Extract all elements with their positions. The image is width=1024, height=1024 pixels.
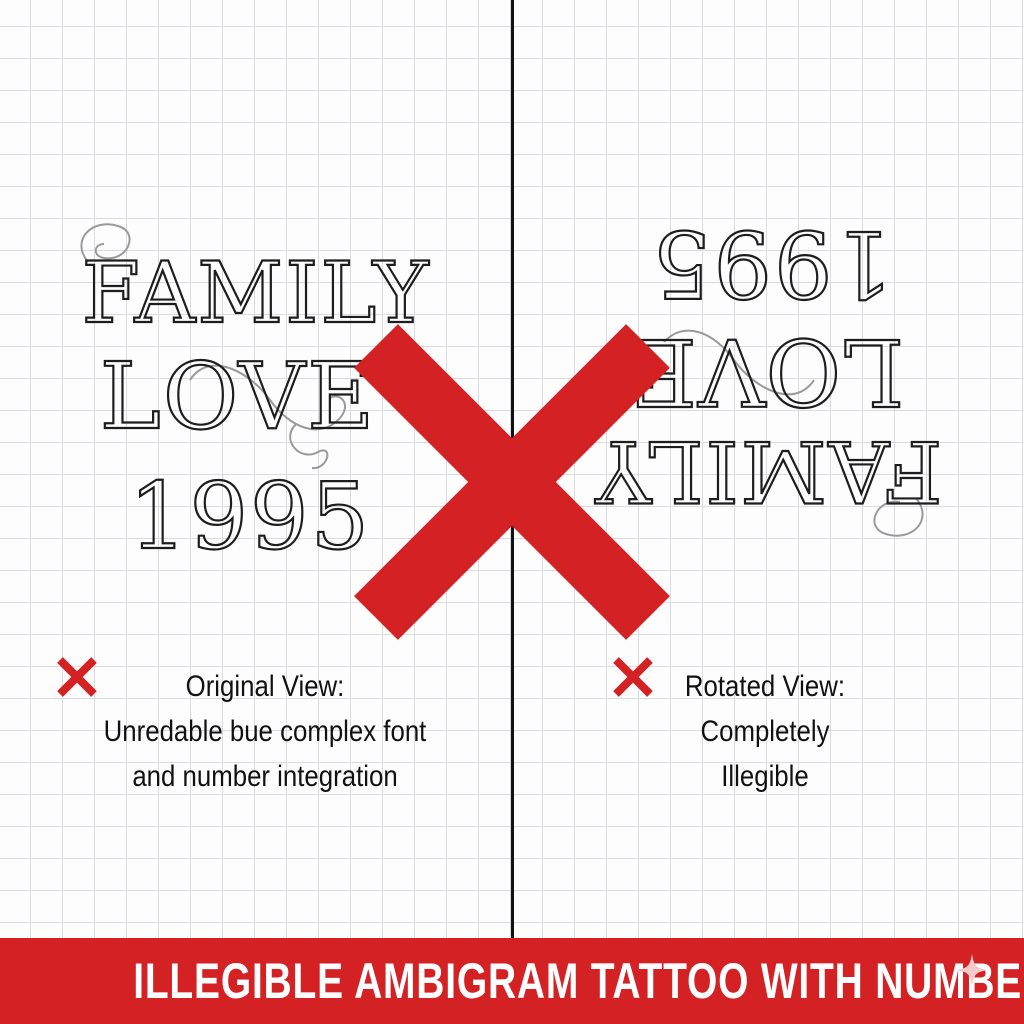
left-swash-low xyxy=(289,423,329,470)
left-caption-heading: Original View: xyxy=(185,670,345,703)
right-caption-line-1: Completely xyxy=(700,715,830,748)
right-swash-top xyxy=(873,497,924,537)
sparkle-icon xyxy=(956,954,988,986)
right-ambigram: FAMILY LOVE 1995 xyxy=(593,209,943,537)
banner-title: ILLEGIBLE AMBIGRAM TATTOO WITH NUMBERS xyxy=(133,953,1024,1009)
big-red-x-icon xyxy=(354,324,670,640)
left-word-love: LOVE xyxy=(100,343,377,450)
right-word-love: LOVE xyxy=(628,318,905,425)
left-word-family: FAMILY xyxy=(82,244,431,342)
bottom-banner: ILLEGIBLE AMBIGRAM TATTOO WITH NUMBERS xyxy=(0,938,1024,1024)
right-caption-heading: Rotated View: xyxy=(684,670,846,703)
left-caption-line-1: Unredable bue complex font xyxy=(103,715,427,748)
left-caption-line-2: and number integration xyxy=(132,760,398,793)
right-year: 1995 xyxy=(651,210,893,317)
left-swash-top xyxy=(80,223,131,263)
left-year: 1995 xyxy=(129,463,371,570)
left-swash-mid xyxy=(189,364,346,431)
ambigram-artwork: FAMILY LOVE 1995 FAMILY LOVE 1995 xyxy=(80,209,943,640)
right-caption-line-2: Illegible xyxy=(721,760,809,793)
right-x-mark-icon xyxy=(613,657,653,697)
right-caption: Rotated View: Completely Illegible xyxy=(530,664,1000,799)
right-word-family: FAMILY xyxy=(594,422,943,520)
left-ambigram: FAMILY LOVE 1995 xyxy=(80,223,431,571)
right-swash-mid xyxy=(663,329,815,396)
left-x-mark-icon xyxy=(57,657,97,697)
left-caption: Original View: Unredable bue complex fon… xyxy=(20,664,510,799)
